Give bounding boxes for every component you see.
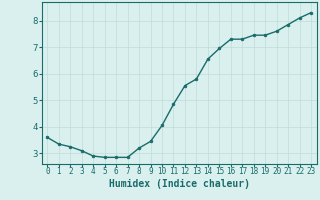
- X-axis label: Humidex (Indice chaleur): Humidex (Indice chaleur): [109, 179, 250, 189]
